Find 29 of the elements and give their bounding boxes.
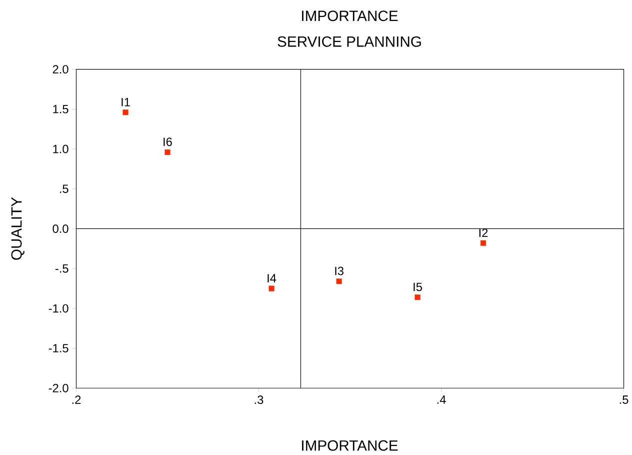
annotation: I1 <box>122 98 130 106</box>
y-tick-label: 1.5 <box>53 104 68 114</box>
annotation: I3 <box>335 266 344 275</box>
x-axis-title: IMPORTANCE <box>302 440 398 451</box>
y-tick-label: .5 <box>60 184 68 193</box>
y-tick-label: 0.0 <box>52 224 68 233</box>
y-axis-title: QUALITY <box>11 197 24 260</box>
annotation: I5 <box>414 282 422 291</box>
y-tick-label: -1.0 <box>48 304 68 312</box>
chart-title: IMPORTANCE <box>302 10 398 21</box>
x-tick-label: .3 <box>254 395 264 404</box>
chart-subtitle: SERVICE PLANNING <box>278 36 421 47</box>
annotation: I6 <box>164 137 172 146</box>
y-tick-label: 1.0 <box>53 144 68 153</box>
point <box>336 278 342 284</box>
x-tick-label: .2 <box>72 395 81 404</box>
x-tick-label: .4 <box>437 395 446 404</box>
y-tick-label: -1.5 <box>48 344 68 352</box>
y-tick-label: 2.0 <box>52 64 68 74</box>
x-tick-label: .5 <box>620 395 628 404</box>
annotation: I4 <box>268 274 276 282</box>
point <box>414 294 420 300</box>
y-tick-label: -.5 <box>55 264 68 272</box>
point <box>122 109 128 115</box>
point <box>268 285 274 292</box>
annotation: I2 <box>479 228 488 237</box>
point <box>480 240 486 246</box>
y-tick-label: -2.0 <box>48 384 68 392</box>
point <box>164 149 170 155</box>
